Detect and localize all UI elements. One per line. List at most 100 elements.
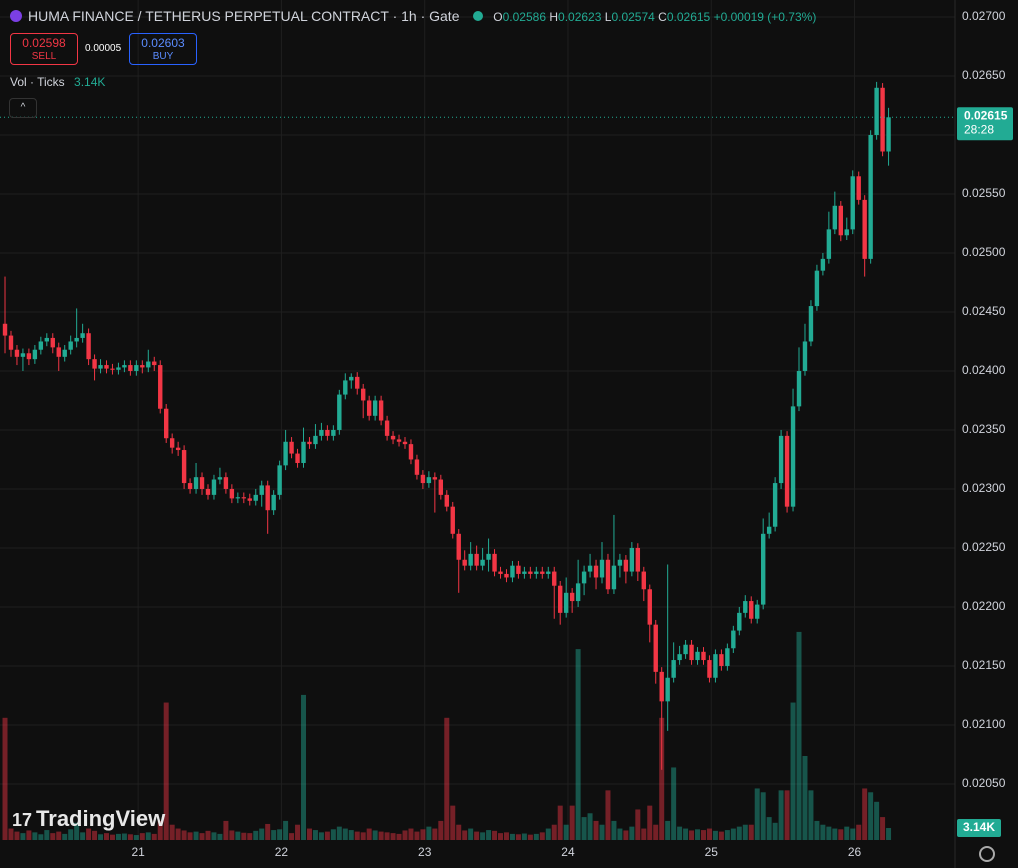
buy-label: BUY [152, 51, 174, 62]
volume-bar [408, 828, 414, 840]
collapse-button[interactable]: ^ [9, 98, 37, 118]
candle-body [784, 435, 790, 507]
candle-body [677, 654, 682, 661]
volume-bar [706, 828, 712, 840]
ohlc-label: H [549, 10, 559, 24]
candle-body [504, 573, 509, 578]
candle-body [8, 335, 14, 350]
buy-button[interactable]: 0.02603 BUY [129, 33, 197, 65]
ohlc-value: 0.02574 [611, 10, 655, 24]
candle-body [534, 571, 539, 574]
candle-body [193, 477, 199, 489]
candle-body [599, 559, 605, 578]
candle-body [498, 571, 503, 574]
candle-body [575, 583, 581, 602]
volume-legend: Vol · Ticks 3.14K [10, 75, 105, 89]
volume-bar [139, 833, 145, 840]
candle-body [80, 333, 85, 338]
volume-bar [569, 805, 575, 840]
candle-body [92, 359, 97, 369]
candle-body [778, 435, 784, 484]
y-tick-label: 0.02100 [962, 717, 1006, 731]
volume-bar [486, 830, 492, 840]
candle-body [880, 87, 885, 152]
volume-bar [820, 824, 826, 840]
candle-body [713, 654, 718, 678]
candle-body [110, 368, 115, 370]
volume-bar [44, 830, 50, 840]
volume-bar [175, 828, 181, 840]
candle-body [593, 565, 599, 578]
volume-bar [378, 831, 384, 840]
candle-body [349, 376, 354, 381]
volume-bar [545, 828, 551, 840]
candle-body [766, 526, 772, 534]
candle-body [128, 365, 133, 371]
candle-body [862, 199, 867, 259]
candle-body [140, 365, 145, 368]
volume-bar [647, 805, 653, 840]
candle-body [134, 365, 139, 371]
volume-bar [127, 834, 133, 840]
volume-bar [444, 717, 450, 840]
candle-body [832, 205, 838, 230]
sell-button[interactable]: 0.02598 SELL [10, 33, 78, 65]
candle-body [229, 488, 235, 499]
candle-body [653, 624, 658, 672]
volume-bar [653, 824, 659, 840]
candle-body [820, 258, 826, 271]
volume-bar [86, 828, 92, 840]
volume-bar [336, 826, 342, 840]
candle-body [737, 612, 742, 631]
candle-body [623, 559, 629, 572]
candle-body [725, 648, 730, 666]
settings-icon[interactable] [979, 846, 995, 862]
chart-title: HUMA FINANCE / TETHERUS PERPETUAL CONTRA… [28, 8, 460, 24]
candle-body [217, 477, 223, 480]
volume-bar [312, 830, 318, 840]
candle-body [755, 604, 760, 619]
volume-bar [671, 767, 677, 840]
candle-body [450, 506, 455, 534]
volume-bar [533, 833, 539, 840]
volume-bar [14, 831, 20, 840]
x-tick-label: 26 [848, 845, 862, 859]
volume-bar [665, 820, 671, 840]
volume-bar [838, 829, 844, 840]
candle-body [390, 435, 396, 440]
candle-body [558, 585, 563, 613]
candle-body [235, 497, 241, 499]
candle-body [546, 571, 551, 574]
volume-bar [480, 832, 486, 840]
candle-body [253, 494, 258, 501]
volume-bar [450, 805, 456, 840]
y-tick-label: 0.02500 [962, 245, 1006, 259]
volume-bar [396, 833, 402, 840]
candle-body [790, 406, 796, 507]
candle-body [563, 592, 569, 613]
candle-body [378, 400, 384, 421]
candle-body [181, 450, 187, 484]
candle-body [707, 660, 712, 678]
candle-body [337, 394, 342, 430]
y-tick-label: 0.02550 [962, 186, 1006, 200]
symbol-icon [10, 10, 22, 22]
candle-body [199, 477, 205, 489]
candle-body [116, 367, 121, 370]
x-tick-label: 23 [418, 845, 432, 859]
volume-bar [700, 830, 706, 840]
candle-body [26, 353, 32, 360]
volume-bar [611, 820, 617, 840]
volume-bar [521, 833, 527, 840]
candle-body [772, 483, 778, 527]
volume-bar [503, 832, 509, 840]
candle-body [343, 380, 348, 395]
ohlc-label: C [658, 10, 667, 24]
volume-bar [808, 790, 814, 840]
candle-body [426, 477, 432, 484]
volume-bar [498, 833, 504, 840]
volume-bar [283, 820, 289, 840]
candle-body [247, 498, 252, 501]
candle-body [32, 349, 38, 360]
volume-bar [868, 792, 874, 840]
